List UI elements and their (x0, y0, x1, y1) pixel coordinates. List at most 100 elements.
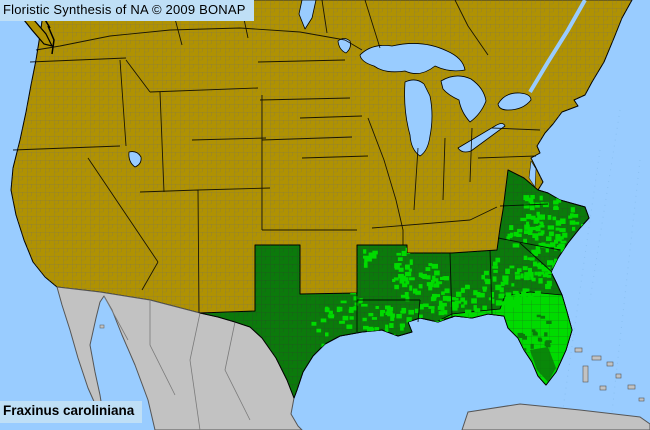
county-present-marker (426, 275, 431, 280)
county-present-marker (538, 278, 543, 284)
county-present-marker (482, 305, 487, 310)
county-present-marker (524, 224, 530, 230)
county-present-marker (342, 315, 349, 321)
lake-superior (359, 43, 466, 74)
county-present-marker (530, 274, 534, 280)
county-present-marker (488, 297, 493, 301)
county-present-marker (380, 311, 384, 317)
county-present-marker (539, 195, 543, 201)
county-present-marker (324, 307, 330, 312)
county-present-marker (434, 294, 440, 298)
county-present-marker (364, 258, 368, 264)
county-present-marker (553, 207, 559, 210)
county-present-marker (535, 226, 541, 232)
species-name-label: Fraxinus caroliniana (0, 401, 143, 423)
county-present-marker (526, 214, 532, 220)
county-present-marker (374, 327, 380, 331)
county-present-marker (505, 268, 510, 274)
county-present-marker (456, 291, 462, 297)
st-lawrence-river (528, 0, 587, 94)
county-present-marker (435, 281, 443, 285)
county-present-marker (396, 263, 402, 266)
county-present-marker (572, 226, 576, 231)
county-present-marker (528, 197, 534, 203)
county-present-marker (392, 278, 396, 282)
county-present-marker (522, 288, 528, 292)
county-present-marker (529, 202, 535, 205)
county-present-marker (546, 280, 552, 287)
county-presence-speckles-dark (517, 314, 552, 358)
county-present-marker (524, 230, 529, 234)
county-present-marker (499, 287, 504, 293)
county-present-marker (385, 324, 389, 329)
county-present-marker (474, 308, 481, 312)
county-present-marker (531, 329, 536, 332)
county-present-marker (396, 314, 402, 319)
region-florida-present-county (437, 291, 573, 386)
county-present-marker (431, 309, 435, 314)
county-present-marker (492, 276, 497, 282)
county-present-marker (533, 261, 538, 267)
county-present-marker (537, 271, 542, 277)
county-present-marker (540, 315, 546, 319)
county-present-marker (431, 263, 438, 269)
county-present-marker (390, 316, 395, 321)
county-present-marker (502, 275, 509, 281)
bahamas-islands (574, 347, 645, 402)
lake-winnipeg (298, 0, 317, 30)
county-present-marker (397, 257, 403, 261)
county-present-marker (463, 300, 468, 305)
county-present-marker (483, 270, 489, 276)
county-present-marker (452, 303, 459, 308)
county-present-marker (400, 324, 405, 328)
county-present-marker (400, 294, 406, 298)
county-present-marker (367, 256, 372, 262)
county-present-marker (493, 269, 498, 273)
county-present-marker (534, 237, 539, 241)
county-present-marker (560, 240, 567, 244)
lake-michigan (404, 79, 433, 157)
county-present-marker (372, 250, 378, 255)
county-present-marker (545, 267, 551, 272)
county-present-marker (536, 263, 541, 267)
county-present-marker (542, 268, 546, 272)
county-present-marker (526, 272, 533, 276)
county-present-marker (500, 281, 505, 287)
county-present-marker (555, 234, 561, 239)
lake-of-the-woods (337, 38, 351, 54)
county-present-marker (490, 292, 494, 298)
county-present-marker (415, 290, 421, 295)
county-present-marker (509, 265, 515, 269)
county-present-marker (412, 288, 418, 294)
county-present-marker (548, 231, 554, 237)
county-present-marker (535, 249, 541, 254)
county-present-marker (460, 297, 465, 302)
county-present-marker (405, 264, 410, 270)
county-present-marker (503, 279, 509, 285)
county-present-marker (380, 310, 385, 314)
county-present-marker (375, 306, 379, 309)
county-present-marker (531, 277, 536, 282)
county-present-marker (547, 215, 552, 220)
county-present-marker (511, 283, 515, 287)
county-present-marker (512, 290, 519, 295)
county-present-marker (408, 309, 414, 315)
county-present-marker (444, 276, 449, 281)
county-present-marker (537, 266, 541, 270)
county-present-marker (406, 317, 412, 323)
county-present-marker (540, 230, 545, 235)
county-present-marker (443, 310, 448, 315)
county-present-marker (339, 320, 345, 324)
graticule-dots (559, 109, 641, 430)
county-present-marker (353, 306, 357, 311)
county-present-marker (368, 252, 374, 258)
county-present-marker (431, 279, 435, 284)
county-present-marker (545, 284, 551, 290)
county-present-marker (546, 320, 552, 324)
county-present-marker (420, 275, 424, 278)
county-present-marker (396, 252, 402, 256)
county-present-marker (541, 242, 546, 248)
county-present-marker (536, 211, 540, 216)
